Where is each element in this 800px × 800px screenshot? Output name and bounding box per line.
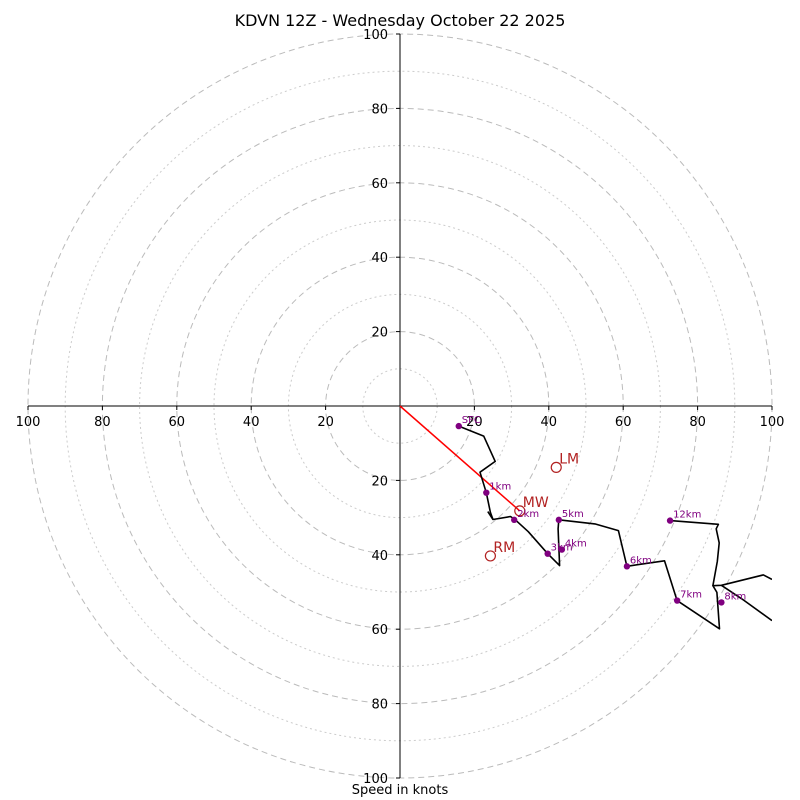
hodograph-line-segment	[670, 519, 721, 586]
storm-motion-mw-marker	[514, 505, 526, 517]
height-label-12km: 12km	[673, 510, 701, 521]
y-tick-label: 80	[371, 102, 388, 117]
chart-title: KDVN 12Z - Wednesday October 22 2025	[234, 11, 566, 30]
height-label-5km: 5km	[562, 509, 584, 520]
y-tick-label: 20	[371, 326, 388, 341]
x-tick-label: 40	[541, 415, 558, 430]
y-tick-label: 20	[371, 474, 388, 489]
x-tick-label: 100	[16, 415, 41, 430]
height-label-2km: 2km	[517, 509, 539, 520]
shear-vector-line	[399, 405, 521, 512]
height-marker-7km	[673, 597, 681, 604]
hodograph-line-segment	[720, 584, 772, 622]
x-tick-label: 20	[466, 415, 483, 430]
storm-motion-mw-label: MW	[523, 495, 549, 511]
height-label-4km: 4km	[565, 539, 587, 550]
x-tick-label: 60	[615, 415, 632, 430]
y-tick-label: 40	[371, 251, 388, 266]
height-marker-12km	[666, 517, 674, 524]
y-tick-label: 100	[363, 772, 388, 787]
x-tick-label: 80	[94, 415, 111, 430]
storm-motion-rm-label: RM	[493, 540, 515, 556]
shear-vector	[399, 405, 521, 512]
hodograph-line-segment	[487, 511, 494, 520]
height-marker-1km	[483, 489, 490, 496]
height-marker-2km	[511, 516, 518, 524]
y-tick-label: 60	[371, 177, 388, 192]
storm-motion-lm-label: LM	[559, 451, 579, 467]
storm-motion-lm-marker	[550, 461, 562, 473]
x-tick-label: 60	[169, 415, 186, 430]
height-marker-3km	[544, 550, 551, 557]
x-axis-label: Speed in knots	[351, 783, 449, 798]
height-marker-4km	[558, 546, 566, 553]
x-tick-label: 80	[689, 415, 706, 430]
height-label-6km: 6km	[630, 555, 652, 566]
storm-motion-markers: LM MW RM	[484, 451, 579, 562]
height-marker-sfc	[455, 422, 462, 430]
height-label-sfc: SFC	[462, 415, 481, 426]
y-tick-label: 60	[371, 623, 388, 638]
height-label-7km: 7km	[680, 590, 702, 601]
axis-ticks: 100 100 80 80 60 60 40 40 20 20 20 20 40 40 60 60 80 80 10…	[16, 28, 785, 787]
height-label-1km: 1km	[489, 482, 511, 493]
storm-motion-rm-marker	[484, 550, 496, 562]
y-tick-label: 100	[363, 28, 388, 43]
x-tick-label: 20	[317, 415, 334, 430]
height-marker-5km	[555, 516, 563, 524]
y-tick-label: 80	[371, 698, 388, 713]
height-marker-8km	[718, 599, 725, 606]
x-tick-label: 40	[243, 415, 260, 430]
height-marker-6km	[623, 563, 631, 570]
x-tick-label: 100	[760, 415, 785, 430]
height-markers: SFC1km2km3km4km5km6km7km8km12km	[455, 415, 746, 606]
height-label-8km: 8km	[724, 591, 746, 602]
y-tick-label: 40	[371, 549, 388, 564]
